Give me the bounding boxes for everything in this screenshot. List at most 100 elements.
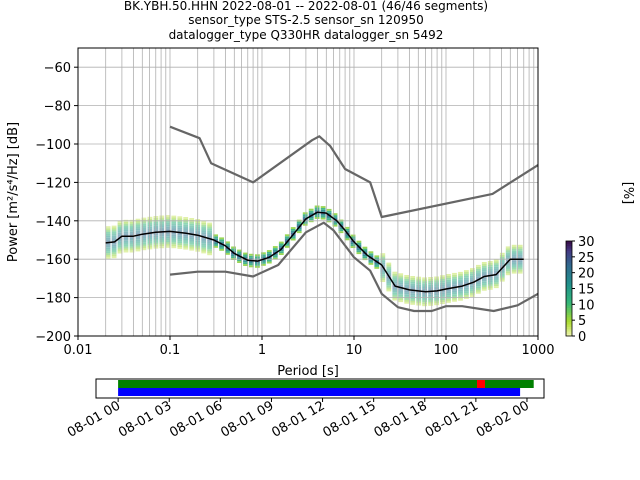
heatmap-cell bbox=[207, 230, 212, 233]
heatmap-cell bbox=[517, 248, 523, 251]
heatmap-cell bbox=[141, 240, 147, 243]
heatmap-cell bbox=[499, 277, 505, 280]
heatmap-cell bbox=[470, 270, 475, 272]
heatmap-cell bbox=[398, 282, 404, 285]
heatmap-cell bbox=[290, 227, 296, 229]
heatmap-cell bbox=[517, 264, 523, 266]
heatmap-cell bbox=[129, 233, 135, 236]
heatmap-cell bbox=[219, 239, 224, 242]
heatmap-cell bbox=[392, 281, 398, 284]
heatmap-cell bbox=[243, 260, 248, 263]
heatmap-cell bbox=[135, 236, 141, 238]
heatmap-cell bbox=[123, 225, 129, 228]
heatmap-cell bbox=[189, 235, 195, 238]
heatmap-cell bbox=[338, 229, 344, 232]
heatmap-cell bbox=[481, 281, 487, 284]
heatmap-cell bbox=[452, 280, 457, 283]
heatmap-cell bbox=[272, 255, 278, 258]
heatmap-cell bbox=[290, 229, 296, 231]
heatmap-cell bbox=[392, 271, 398, 274]
colorbar-segment bbox=[566, 328, 572, 332]
heatmap-cell bbox=[326, 212, 332, 215]
colorbar-tick-label: 5 bbox=[578, 314, 586, 329]
heatmap-cell bbox=[165, 215, 171, 217]
heatmap-cell bbox=[511, 265, 517, 268]
heatmap-cell bbox=[284, 242, 290, 244]
heatmap-cell bbox=[428, 277, 433, 279]
heatmap-cell bbox=[362, 248, 368, 251]
heatmap-cell bbox=[189, 244, 195, 247]
heatmap-cell bbox=[189, 218, 195, 220]
colorbar-segment bbox=[566, 324, 572, 327]
heatmap-cell bbox=[511, 244, 517, 247]
heatmap-cell bbox=[505, 271, 511, 274]
heatmap-cell bbox=[398, 281, 404, 283]
psd-curve-0 bbox=[169, 125, 539, 219]
heatmap-cell bbox=[452, 292, 457, 294]
heatmap-cell bbox=[481, 265, 487, 268]
heatmap-cell bbox=[452, 276, 457, 279]
heatmap-cell bbox=[111, 248, 117, 251]
heatmap-cell bbox=[428, 298, 433, 300]
colorbar-tick-label: 20 bbox=[578, 267, 595, 282]
heatmap-cell bbox=[117, 234, 123, 237]
heatmap-cell bbox=[290, 231, 296, 233]
heatmap-cell bbox=[201, 228, 207, 231]
heatmap-cell bbox=[511, 264, 517, 266]
heatmap-cell bbox=[177, 247, 183, 249]
x-axis-ticks: 0.01 0.1 1 10 100 1000 bbox=[64, 336, 555, 358]
heatmap-cell bbox=[386, 287, 392, 290]
heatmap-cell bbox=[165, 234, 171, 237]
heatmap-cell bbox=[201, 247, 207, 250]
heatmap-cell bbox=[225, 251, 230, 253]
heatmap-cell bbox=[272, 250, 278, 252]
heatmap-cell bbox=[219, 237, 224, 240]
heatmap-cell bbox=[458, 294, 463, 297]
heatmap-cell bbox=[511, 267, 517, 270]
heatmap-cell bbox=[278, 245, 284, 248]
heatmap-cell bbox=[105, 232, 111, 234]
heatmap-cell bbox=[165, 226, 171, 229]
heatmap-cell bbox=[386, 268, 392, 271]
heatmap-cell bbox=[464, 273, 469, 276]
colorbar-segment bbox=[566, 319, 572, 323]
title-line-2: sensor_type STS-2.5 sensor_sn 120950 bbox=[188, 13, 423, 27]
heatmap-cell bbox=[404, 282, 410, 285]
heatmap-cell bbox=[237, 257, 242, 260]
heatmap-cell bbox=[123, 233, 129, 236]
heatmap-cell bbox=[320, 210, 326, 212]
heatmap-cell bbox=[404, 294, 410, 297]
colorbar-segment bbox=[566, 326, 572, 330]
heatmap-cell bbox=[165, 224, 171, 227]
heatmap-cell bbox=[446, 295, 451, 297]
colorbar-segment bbox=[566, 245, 572, 249]
heatmap-cell bbox=[440, 275, 445, 278]
colorbar-segment bbox=[566, 250, 572, 254]
heatmap-cell bbox=[219, 245, 224, 247]
heatmap-cell bbox=[410, 276, 416, 278]
heatmap-cell bbox=[446, 274, 451, 276]
heatmap-cell bbox=[404, 296, 410, 298]
x-tick-label: 10 bbox=[346, 343, 363, 358]
heatmap-cell bbox=[434, 280, 439, 283]
heatmap-cell bbox=[487, 262, 493, 265]
heatmap-cell bbox=[111, 254, 117, 257]
heatmap-cell bbox=[481, 283, 487, 285]
heatmap-cell bbox=[452, 294, 457, 296]
heatmap-cell bbox=[165, 219, 171, 221]
colorbar-segment bbox=[566, 295, 572, 299]
heatmap-cell bbox=[266, 257, 272, 260]
heatmap-cell bbox=[356, 248, 362, 251]
heatmap-cell bbox=[111, 246, 117, 249]
colorbar-segment bbox=[566, 243, 572, 247]
heatmap-cell bbox=[517, 254, 523, 257]
heatmap-cell bbox=[177, 218, 183, 221]
heatmap-cell bbox=[499, 256, 505, 259]
heatmap-cell bbox=[470, 279, 475, 282]
heatmap-cell bbox=[183, 230, 189, 233]
heatmap-cell bbox=[320, 213, 326, 216]
heatmap-cell bbox=[183, 217, 189, 219]
heatmap-cell bbox=[135, 224, 141, 227]
heatmap-cell bbox=[499, 268, 505, 271]
heatmap-cell bbox=[380, 268, 386, 271]
